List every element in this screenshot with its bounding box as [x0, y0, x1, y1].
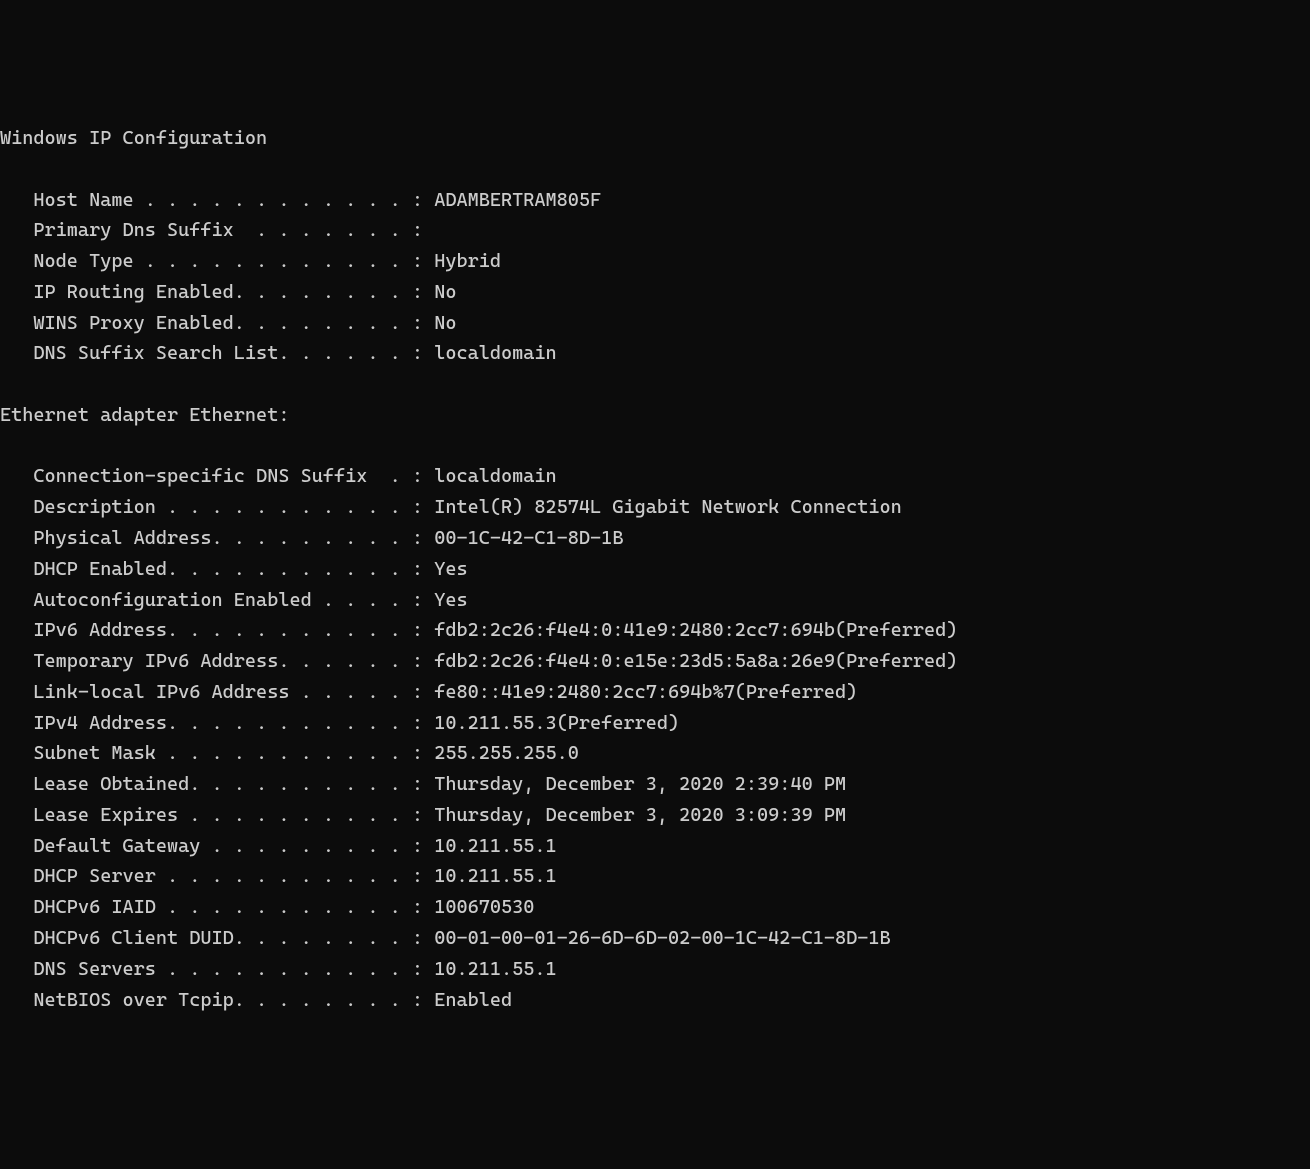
adapter-value: localdomain [434, 465, 556, 487]
adapter-value: Enabled [434, 989, 512, 1011]
adapter-label: IPv6 Address. . . . . . . . . . . : [0, 619, 434, 641]
host-config-value: localdomain [434, 342, 556, 364]
host-config-label: IP Routing Enabled. . . . . . . . : [0, 281, 434, 303]
adapter-value: Thursday, December 3, 2020 3:09:39 PM [434, 804, 846, 826]
adapter-value: fdb2:2c26:f4e4:0:41e9:2480:2cc7:694b(Pre… [434, 619, 957, 641]
adapter-label: DHCPv6 IAID . . . . . . . . . . . : [0, 896, 434, 918]
adapter-label: Lease Obtained. . . . . . . . . . : [0, 773, 434, 795]
adapter-value: 255.255.255.0 [434, 742, 579, 764]
adapter-line: Default Gateway . . . . . . . . . : 10.2… [0, 831, 1310, 862]
adapter-line: Autoconfiguration Enabled . . . . : Yes [0, 585, 1310, 616]
adapter-value: 100670530 [434, 896, 534, 918]
adapter-line: Connection-specific DNS Suffix . : local… [0, 461, 1310, 492]
host-config-value: Hybrid [434, 250, 501, 272]
adapter-label: Physical Address. . . . . . . . . : [0, 527, 434, 549]
adapter-header: Ethernet adapter Ethernet: [0, 400, 1310, 431]
adapter-line: DHCPv6 IAID . . . . . . . . . . . : 1006… [0, 892, 1310, 923]
adapter-line: Description . . . . . . . . . . . : Inte… [0, 492, 1310, 523]
host-config-label: DNS Suffix Search List. . . . . . : [0, 342, 434, 364]
host-config-label: Primary Dns Suffix . . . . . . . : [0, 219, 434, 241]
ipconfig-header: Windows IP Configuration [0, 123, 1310, 154]
adapter-line: DNS Servers . . . . . . . . . . . : 10.2… [0, 954, 1310, 985]
host-config-label: WINS Proxy Enabled. . . . . . . . : [0, 312, 434, 334]
adapter-line: Physical Address. . . . . . . . . : 00-1… [0, 523, 1310, 554]
host-config-value: No [434, 281, 456, 303]
host-config-line: DNS Suffix Search List. . . . . . : loca… [0, 338, 1310, 369]
adapter-line: IPv4 Address. . . . . . . . . . . : 10.2… [0, 708, 1310, 739]
adapter-value: fe80::41e9:2480:2cc7:694b%7(Preferred) [434, 681, 857, 703]
adapter-line: DHCPv6 Client DUID. . . . . . . . : 00-0… [0, 923, 1310, 954]
adapter-value: 10.211.55.3(Preferred) [434, 712, 679, 734]
adapter-label: Lease Expires . . . . . . . . . . : [0, 804, 434, 826]
adapter-label: IPv4 Address. . . . . . . . . . . : [0, 712, 434, 734]
adapter-label: Temporary IPv6 Address. . . . . . : [0, 650, 434, 672]
adapter-value: 10.211.55.1 [434, 835, 556, 857]
adapter-line: Subnet Mask . . . . . . . . . . . : 255.… [0, 738, 1310, 769]
host-config-label: Node Type . . . . . . . . . . . . : [0, 250, 434, 272]
blank-line [0, 369, 1310, 400]
adapter-value: Thursday, December 3, 2020 2:39:40 PM [434, 773, 846, 795]
host-config-line: Node Type . . . . . . . . . . . . : Hybr… [0, 246, 1310, 277]
adapter-line: DHCP Server . . . . . . . . . . . : 10.2… [0, 861, 1310, 892]
host-config-line: Host Name . . . . . . . . . . . . : ADAM… [0, 185, 1310, 216]
adapter-label: Autoconfiguration Enabled . . . . : [0, 589, 434, 611]
adapter-value: 00-01-00-01-26-6D-6D-02-00-1C-42-C1-8D-1… [434, 927, 890, 949]
adapter-label: DHCP Enabled. . . . . . . . . . . : [0, 558, 434, 580]
adapter-line: IPv6 Address. . . . . . . . . . . : fdb2… [0, 615, 1310, 646]
adapter-label: DHCP Server . . . . . . . . . . . : [0, 865, 434, 887]
blank-line [0, 431, 1310, 462]
adapter-label: DHCPv6 Client DUID. . . . . . . . : [0, 927, 434, 949]
adapter-label: Default Gateway . . . . . . . . . : [0, 835, 434, 857]
adapter-section: Connection-specific DNS Suffix . : local… [0, 461, 1310, 1015]
host-config-line: Primary Dns Suffix . . . . . . . : [0, 215, 1310, 246]
adapter-label: DNS Servers . . . . . . . . . . . : [0, 958, 434, 980]
adapter-label: Link-local IPv6 Address . . . . . : [0, 681, 434, 703]
adapter-line: Lease Expires . . . . . . . . . . : Thur… [0, 800, 1310, 831]
host-config-section: Host Name . . . . . . . . . . . . : ADAM… [0, 185, 1310, 370]
host-config-value: No [434, 312, 456, 334]
adapter-value: 00-1C-42-C1-8D-1B [434, 527, 623, 549]
adapter-label: Connection-specific DNS Suffix . : [0, 465, 434, 487]
adapter-line: Link-local IPv6 Address . . . . . : fe80… [0, 677, 1310, 708]
terminal-output: Windows IP Configuration Host Name . . .… [0, 123, 1310, 1015]
adapter-line: DHCP Enabled. . . . . . . . . . . : Yes [0, 554, 1310, 585]
host-config-value: ADAMBERTRAM805F [434, 189, 601, 211]
adapter-value: 10.211.55.1 [434, 865, 556, 887]
adapter-value: Yes [434, 589, 467, 611]
adapter-label: Subnet Mask . . . . . . . . . . . : [0, 742, 434, 764]
adapter-line: Lease Obtained. . . . . . . . . . : Thur… [0, 769, 1310, 800]
adapter-label: Description . . . . . . . . . . . : [0, 496, 434, 518]
adapter-line: Temporary IPv6 Address. . . . . . : fdb2… [0, 646, 1310, 677]
adapter-value: Yes [434, 558, 467, 580]
adapter-value: fdb2:2c26:f4e4:0:e15e:23d5:5a8a:26e9(Pre… [434, 650, 957, 672]
adapter-value: Intel(R) 82574L Gigabit Network Connecti… [434, 496, 902, 518]
adapter-label: NetBIOS over Tcpip. . . . . . . . : [0, 989, 434, 1011]
adapter-value: 10.211.55.1 [434, 958, 556, 980]
host-config-line: WINS Proxy Enabled. . . . . . . . : No [0, 308, 1310, 339]
adapter-line: NetBIOS over Tcpip. . . . . . . . : Enab… [0, 985, 1310, 1016]
host-config-line: IP Routing Enabled. . . . . . . . : No [0, 277, 1310, 308]
host-config-label: Host Name . . . . . . . . . . . . : [0, 189, 434, 211]
blank-line [0, 154, 1310, 185]
